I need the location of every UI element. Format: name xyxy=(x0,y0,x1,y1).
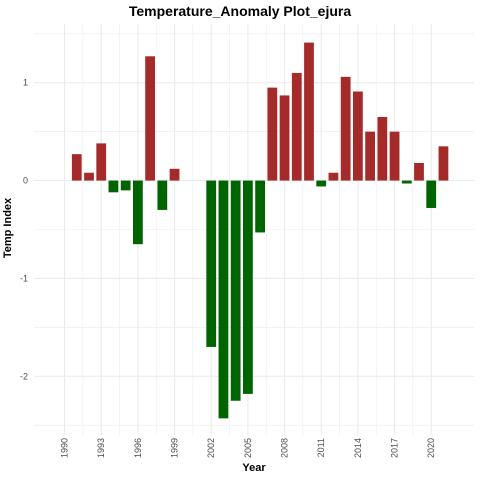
bar-2011 xyxy=(316,180,327,187)
x-tick-label: 1990 xyxy=(60,438,70,458)
bar-2007 xyxy=(267,87,278,181)
bar-1996 xyxy=(133,180,143,245)
bar-1992 xyxy=(84,172,94,181)
bar-2006 xyxy=(255,180,265,233)
y-axis-title: Temp Index xyxy=(2,197,14,259)
chart-title: Temperature_Anomaly Plot_ejura xyxy=(128,3,352,19)
x-tick-label: 2011 xyxy=(316,438,326,457)
bar-2018 xyxy=(401,180,412,184)
bar-1994 xyxy=(108,180,119,193)
bar-2009 xyxy=(291,72,302,181)
y-tick-label: -2 xyxy=(20,371,28,381)
x-tick-label: 2017 xyxy=(390,438,400,458)
x-axis-title: Year xyxy=(242,462,266,474)
bar-2003 xyxy=(218,180,229,419)
x-tick-label: 1999 xyxy=(170,438,180,458)
bar-1995 xyxy=(120,180,131,191)
bar-1999 xyxy=(169,168,180,181)
bar-2004 xyxy=(230,180,241,401)
y-tick-label: 1 xyxy=(23,78,28,88)
y-tick-label: 0 xyxy=(23,176,28,186)
bar-2012 xyxy=(328,172,339,181)
bar-2019 xyxy=(414,162,424,181)
bar-2015 xyxy=(365,131,375,181)
bar-2017 xyxy=(389,131,400,181)
x-tick-label: 2020 xyxy=(426,438,436,458)
y-tick-label: -1 xyxy=(20,273,28,283)
x-tick-label: 2008 xyxy=(280,438,290,458)
bar-2020 xyxy=(426,180,437,208)
bar-2021 xyxy=(438,146,449,181)
bar-2010 xyxy=(304,42,314,181)
bar-1997 xyxy=(145,56,155,181)
bar-2002 xyxy=(206,180,217,347)
bar-1993 xyxy=(96,143,107,181)
bar-1998 xyxy=(157,180,168,210)
x-tick-label: 1993 xyxy=(96,438,106,458)
bar-2005 xyxy=(243,180,253,394)
bar-2014 xyxy=(353,91,363,181)
x-tick-label: 2005 xyxy=(243,438,253,458)
bar-2008 xyxy=(279,95,290,181)
bar-2013 xyxy=(340,76,351,181)
x-tick-label: 2002 xyxy=(206,438,216,458)
x-tick-label: 1996 xyxy=(133,438,143,458)
x-tick-label: 2014 xyxy=(353,438,363,458)
bar-1991 xyxy=(71,154,82,181)
bar-2016 xyxy=(377,116,388,181)
